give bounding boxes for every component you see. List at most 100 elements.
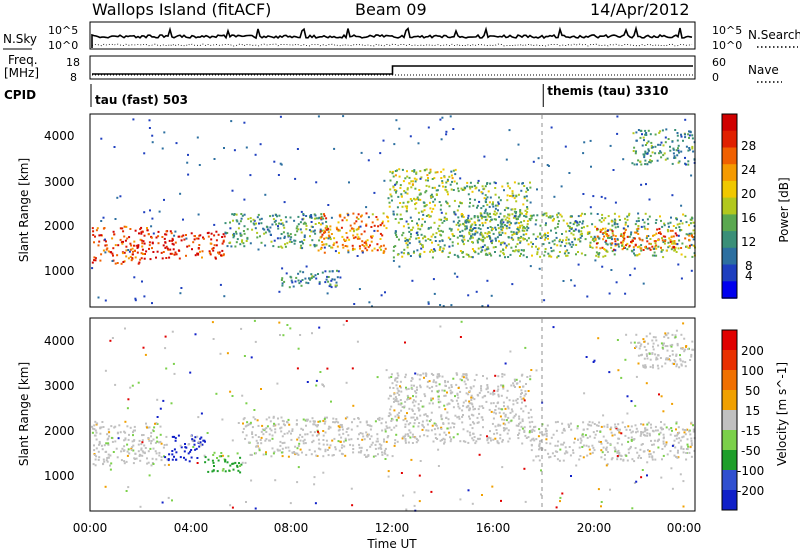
- velocity-cell: [268, 416, 271, 419]
- velocity-cell: [203, 454, 206, 457]
- power-cell: [510, 246, 513, 249]
- power-cell: [638, 245, 641, 248]
- power-cell: [91, 227, 94, 230]
- velocity-cell: [241, 461, 244, 464]
- power-cell: [283, 235, 286, 238]
- power-cell: [477, 237, 480, 240]
- power-cell: [659, 231, 662, 234]
- velocity-cell: [617, 449, 620, 452]
- velocity-cell: [316, 429, 319, 432]
- velocity-cell: [468, 417, 471, 420]
- velocity-cell: [435, 424, 438, 427]
- power-cell: [271, 223, 274, 226]
- power-cell: [457, 228, 460, 231]
- power-cell: [477, 247, 480, 250]
- power-cell: [280, 245, 283, 248]
- power-cell: [510, 222, 512, 225]
- power-cell: [539, 255, 542, 258]
- velocity-cell: [351, 367, 354, 370]
- velocity-cell: [388, 415, 391, 417]
- power-cell: [406, 243, 409, 246]
- velocity-cell: [675, 353, 678, 356]
- velocity-cell: [642, 338, 645, 341]
- power-cell: [520, 235, 523, 238]
- power-cell: [550, 250, 553, 253]
- velocity-cell: [640, 433, 643, 435]
- power-cell: [594, 238, 597, 240]
- power-cell: [177, 235, 180, 238]
- velocity-cell: [671, 487, 674, 490]
- velocity-cell: [614, 450, 617, 453]
- power-cell: [521, 212, 523, 215]
- velocity-cell: [539, 431, 542, 434]
- power-cell: [494, 246, 497, 248]
- power-cell: [514, 249, 517, 252]
- velocity-cell: [613, 433, 616, 436]
- power-cell: [607, 222, 610, 225]
- power-cell: [599, 230, 602, 233]
- power-cell: [171, 242, 174, 245]
- velocity-cell: [585, 444, 588, 447]
- power-cell: [492, 246, 495, 249]
- power-cell: [123, 260, 126, 263]
- velocity-cell: [361, 432, 364, 435]
- power-cell: [494, 226, 497, 229]
- velocity-cell: [384, 428, 387, 431]
- power-cell: [565, 242, 568, 245]
- velocity-cell: [690, 353, 693, 356]
- power-cell: [656, 159, 659, 162]
- power-cell: [493, 210, 496, 213]
- velocity-cell: [461, 415, 464, 418]
- velocity-cell: [106, 457, 109, 459]
- velocity-cell: [340, 436, 343, 439]
- power-cell: [680, 135, 683, 138]
- power-cell: [399, 187, 402, 189]
- velocity-cell: [621, 421, 624, 424]
- power-cell: [382, 212, 385, 215]
- velocity-cell: [156, 440, 159, 443]
- velocity-cell: [411, 433, 414, 436]
- power-cell: [111, 252, 114, 255]
- power-cell: [311, 226, 314, 228]
- velocity-cell: [652, 451, 655, 454]
- power-cell: [197, 237, 200, 240]
- velocity-cell: [620, 432, 623, 435]
- velocity-cell: [554, 421, 557, 424]
- vel-ytick-2000: 2000: [44, 424, 75, 438]
- velocity-cell: [633, 438, 636, 440]
- power-cell: [673, 240, 676, 242]
- frequency-panel: Freq. [MHz] 18 8 60 0 Nave: [4, 53, 782, 84]
- velocity-cell: [315, 384, 318, 387]
- velocity-cell: [101, 421, 104, 423]
- power-cell: [240, 217, 243, 220]
- power-cell: [419, 252, 422, 255]
- velocity-cell: [644, 364, 647, 367]
- power-cell: [337, 221, 340, 224]
- power-cell: [658, 152, 660, 155]
- velocity-cell: [192, 440, 195, 443]
- power-cell: [546, 164, 549, 166]
- velocity-cell: [246, 421, 249, 424]
- power-cell: [301, 218, 304, 221]
- velocity-cell: [656, 440, 659, 443]
- velocity-cell: [399, 380, 402, 383]
- power-cell: [646, 142, 649, 145]
- velocity-cell: [554, 444, 557, 447]
- power-cell: [535, 219, 538, 222]
- velocity-cell: [675, 455, 678, 458]
- velocity-cell: [518, 432, 521, 435]
- power-cell: [140, 232, 143, 235]
- power-cell: [151, 134, 154, 137]
- power-cell: [458, 205, 460, 208]
- power-cell: [646, 235, 648, 238]
- velocity-cell: [470, 396, 473, 399]
- velocity-cell: [357, 451, 360, 454]
- velocity-cell: [224, 459, 227, 462]
- velocity-cell: [665, 358, 667, 361]
- velocity-cell: [641, 469, 644, 471]
- power-cell: [309, 216, 311, 219]
- velocity-cell: [468, 415, 470, 418]
- velocity-cell: [127, 448, 130, 451]
- power-cell: [345, 232, 348, 234]
- velocity-cell: [99, 432, 102, 435]
